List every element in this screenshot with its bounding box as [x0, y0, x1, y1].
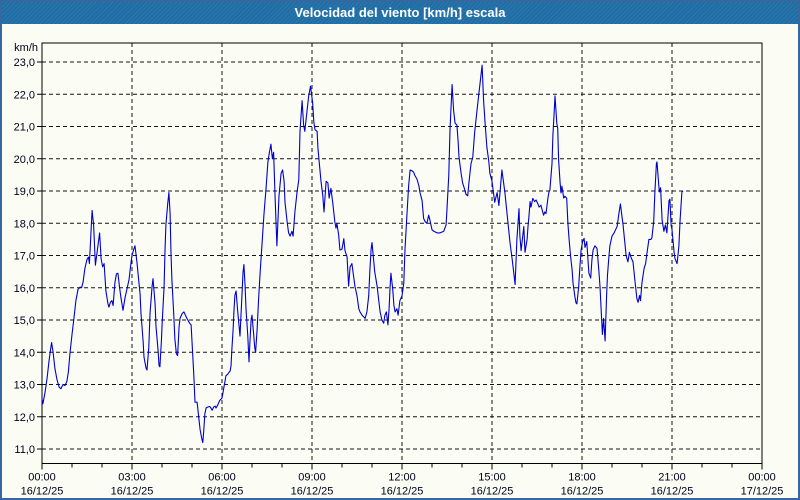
x-tick-date-label: 16/12/25 [471, 486, 514, 497]
x-tick-time-label: 15:00 [478, 472, 506, 484]
y-tick-label: 13,0 [14, 380, 35, 392]
y-tick-label: 16,0 [14, 283, 35, 295]
y-tick-label: 20,0 [14, 154, 35, 166]
title-bar: Velocidad del viento [km/h] escala [2, 2, 798, 24]
chart-title: Velocidad del viento [km/h] escala [294, 5, 506, 20]
x-tick-time-label: 00:00 [748, 472, 776, 484]
y-tick-label: 18,0 [14, 218, 35, 230]
x-tick-time-label: 21:00 [658, 472, 686, 484]
y-tick-label: 21,0 [14, 122, 35, 134]
x-tick-date-label: 16/12/25 [561, 486, 604, 497]
y-tick-label: 17,0 [14, 251, 35, 263]
x-tick-time-label: 12:00 [388, 472, 416, 484]
x-tick-date-label: 16/12/25 [291, 486, 334, 497]
x-tick-date-label: 16/12/25 [21, 486, 64, 497]
x-tick-time-label: 18:00 [568, 472, 596, 484]
y-tick-label: 19,0 [14, 186, 35, 198]
x-tick-time-label: 00:00 [28, 472, 56, 484]
plot-frame [41, 42, 763, 464]
wind-speed-chart: 23,0 22,0 21,0 20,0 19,0 18,0 17,0 16,0 15,0 14,0… [14, 42, 784, 498]
y-tick-label: 15,0 [14, 315, 35, 327]
y-axis-unit-label: km/h [14, 42, 38, 54]
x-tick-date-label: 17/12/25 [741, 486, 784, 497]
y-tick-label: 14,0 [14, 347, 35, 359]
x-tick-time-label: 09:00 [298, 472, 326, 484]
x-tick-time-label: 06:00 [208, 472, 236, 484]
y-tick-label: 12,0 [14, 412, 35, 424]
x-tick-date-label: 16/12/25 [111, 486, 154, 497]
y-tick-label: 23,0 [14, 57, 35, 69]
x-tick-time-label: 03:00 [118, 472, 146, 484]
y-tick-label: 11,0 [14, 444, 35, 456]
y-tick-label: 22,0 [14, 89, 35, 101]
wind-speed-line [41, 64, 684, 444]
x-tick-date-label: 16/12/25 [651, 486, 694, 497]
x-tick-date-label: 16/12/25 [381, 486, 424, 497]
x-tick-date-label: 16/12/25 [201, 486, 244, 497]
